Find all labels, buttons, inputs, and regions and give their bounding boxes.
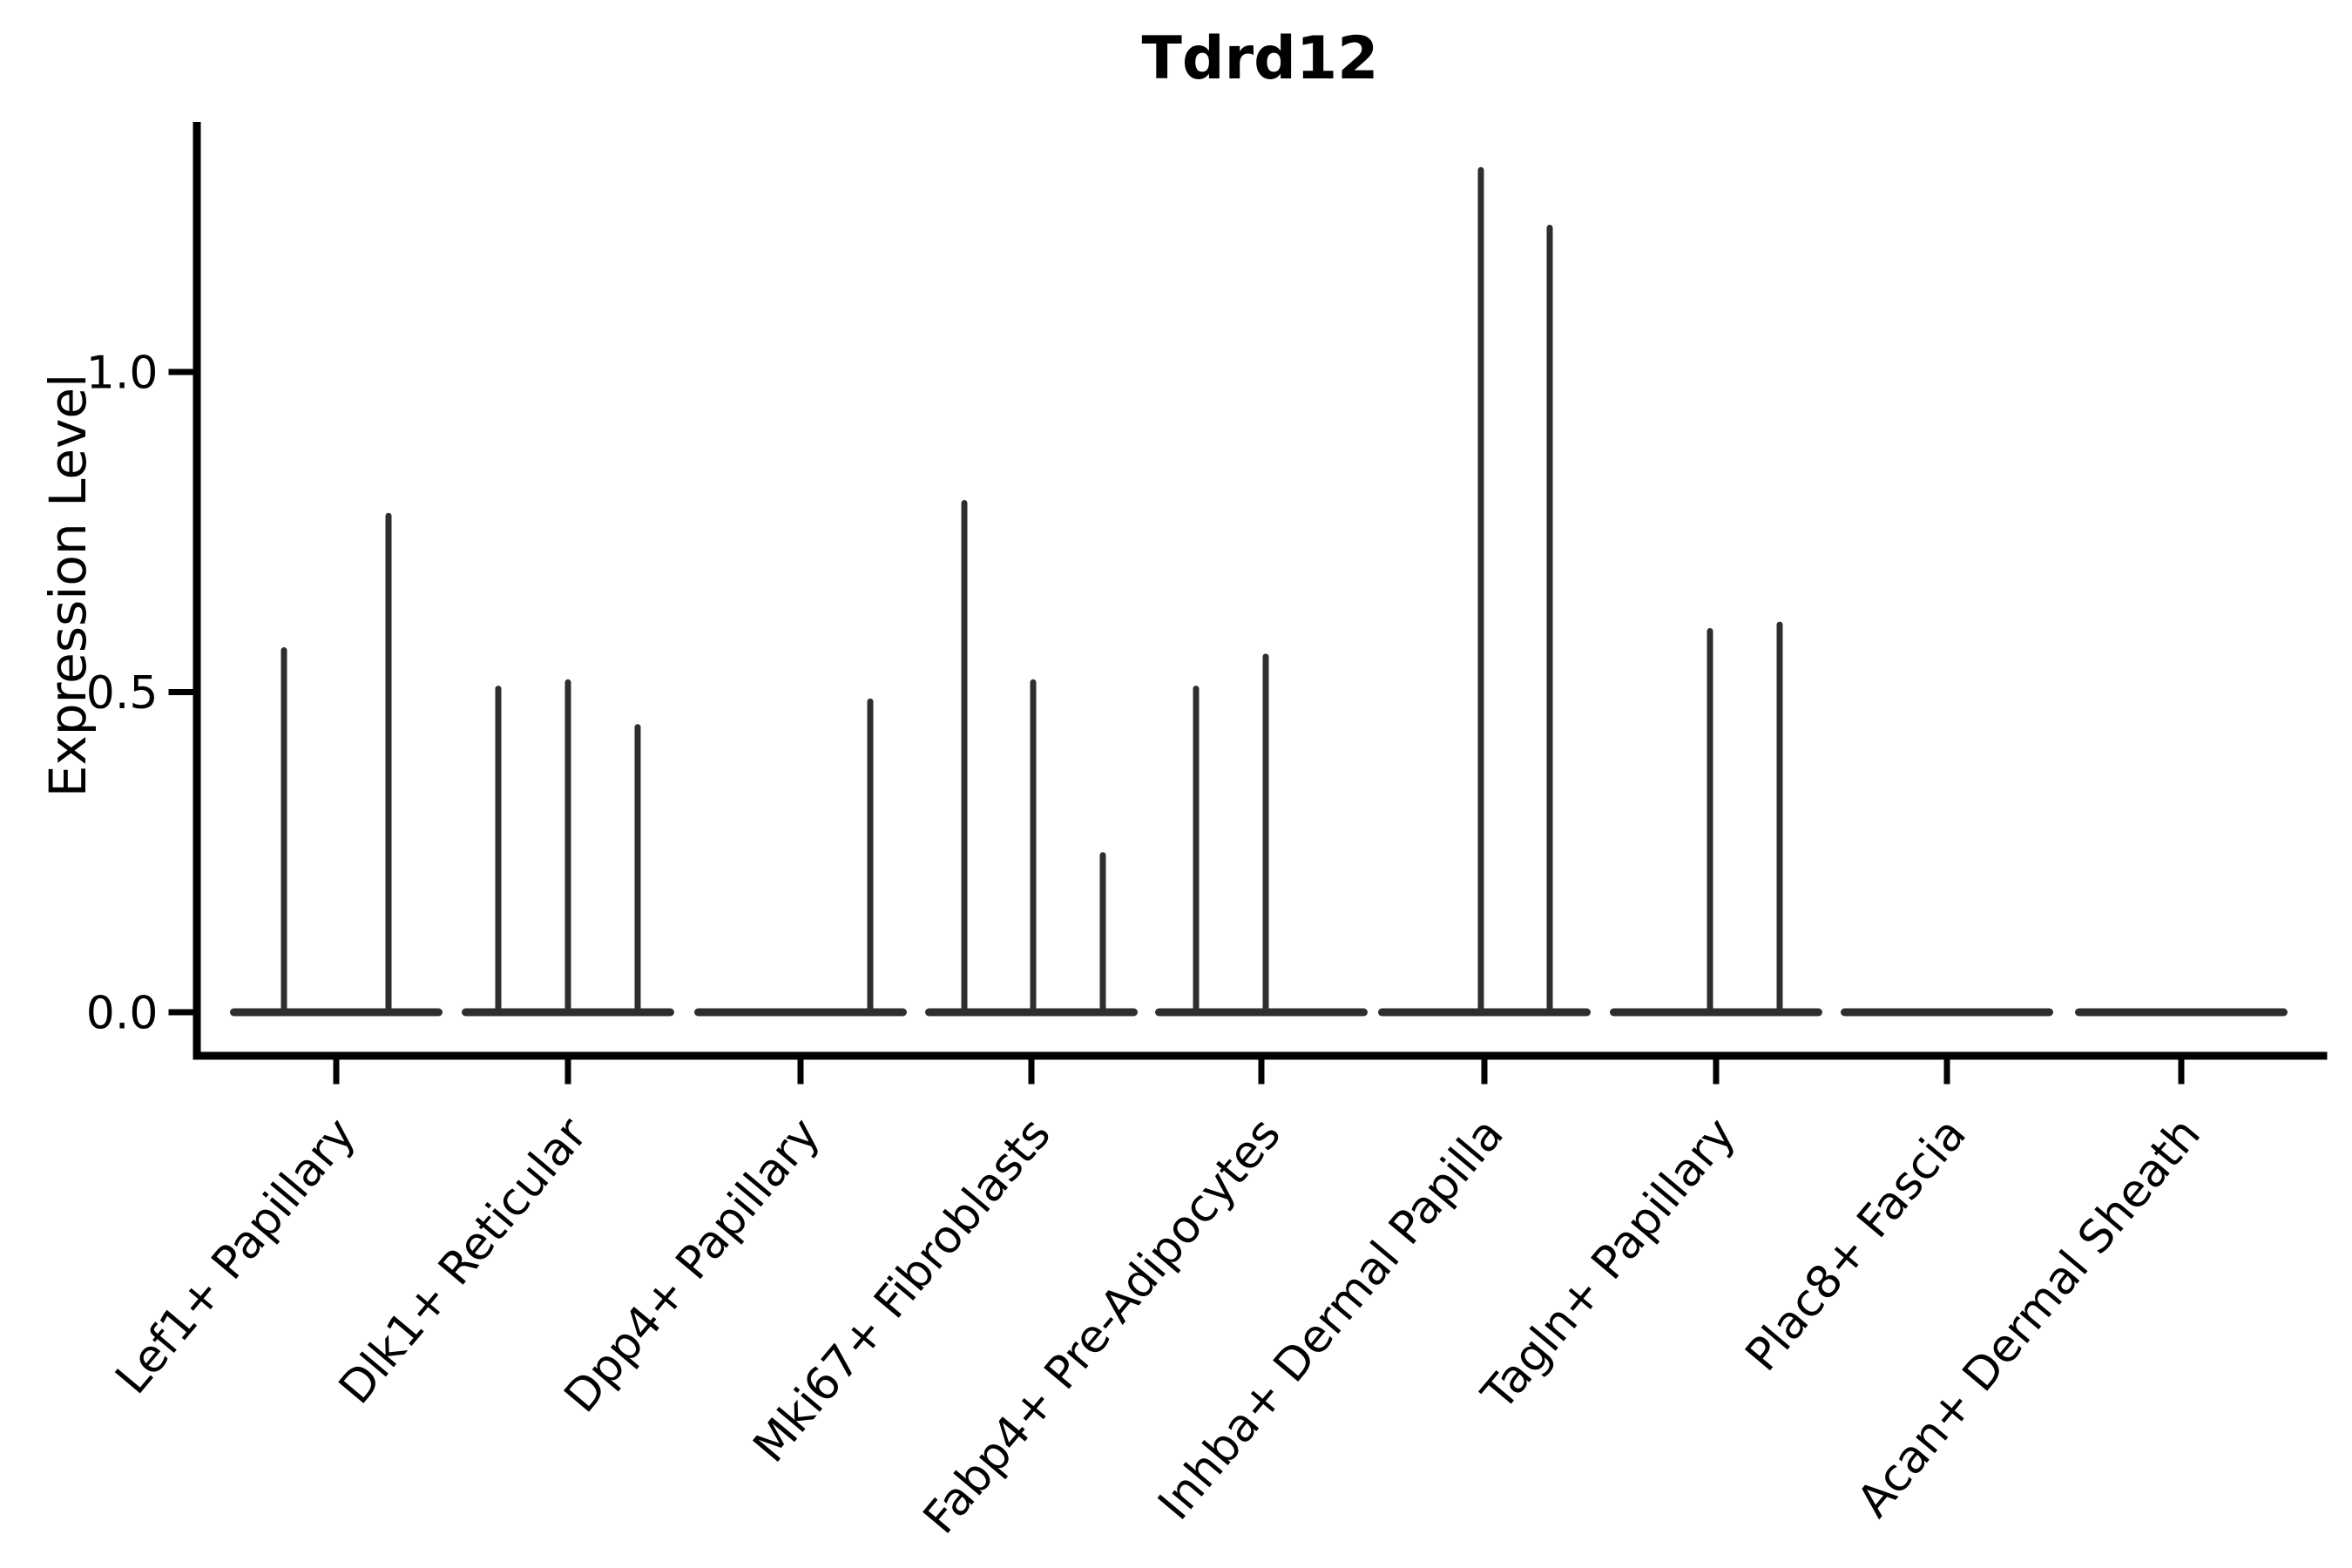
violin-baseline xyxy=(1610,1008,1822,1017)
violin-spike xyxy=(1477,166,1484,1013)
y-tick-label: 0.0 xyxy=(86,988,159,1040)
x-tick-mark xyxy=(564,1059,571,1085)
x-tick-label: Lef1+ Papillary xyxy=(106,1108,366,1403)
x-tick-mark xyxy=(1943,1059,1950,1085)
chart-title: Tdrd12 xyxy=(1141,24,1379,93)
y-tick-mark xyxy=(168,689,193,695)
violin-baseline xyxy=(694,1008,907,1017)
violin-spike xyxy=(1262,653,1269,1012)
violin-spike xyxy=(564,679,571,1012)
violin-spike xyxy=(1707,628,1713,1012)
violin-baseline xyxy=(2075,1008,2288,1017)
y-tick-mark xyxy=(168,1009,193,1016)
violin-baseline xyxy=(1841,1008,2053,1017)
x-tick-mark xyxy=(1713,1059,1720,1085)
violin-spike xyxy=(1193,686,1200,1012)
violin-baseline xyxy=(230,1008,443,1017)
x-tick-label: Dlk1+ Reticular xyxy=(329,1108,598,1414)
x-tick-mark xyxy=(333,1059,340,1085)
x-tick-mark xyxy=(2178,1059,2185,1085)
y-tick-label: 0.5 xyxy=(86,667,159,720)
x-tick-mark xyxy=(1481,1059,1488,1085)
violin-spike xyxy=(385,512,392,1012)
violin-spike xyxy=(1776,621,1783,1012)
violin-spike xyxy=(1099,852,1106,1012)
y-axis-spine xyxy=(193,122,201,1060)
violin-baseline xyxy=(1378,1008,1591,1017)
x-axis-spine xyxy=(193,1051,2328,1060)
x-tick-mark xyxy=(1258,1059,1265,1085)
violin-spike xyxy=(961,500,968,1012)
x-tick-label: Tagln+ Papillary xyxy=(1471,1108,1746,1421)
violin-baseline xyxy=(925,1008,1138,1017)
violin-spike xyxy=(280,647,287,1012)
violin-spike xyxy=(1030,679,1037,1012)
violin-spike xyxy=(1546,224,1553,1012)
violin-spike xyxy=(867,698,874,1012)
y-tick-label: 1.0 xyxy=(86,348,159,400)
x-tick-label: Dpp4+ Papillary xyxy=(555,1108,830,1423)
x-tick-mark xyxy=(1028,1059,1035,1085)
violin-spike xyxy=(495,686,502,1012)
y-tick-mark xyxy=(168,368,193,375)
x-tick-mark xyxy=(797,1059,804,1085)
violin-spike xyxy=(634,724,641,1012)
x-tick-label: Plac8+ Fascia xyxy=(1736,1108,1977,1381)
violin-baseline xyxy=(1155,1008,1368,1017)
